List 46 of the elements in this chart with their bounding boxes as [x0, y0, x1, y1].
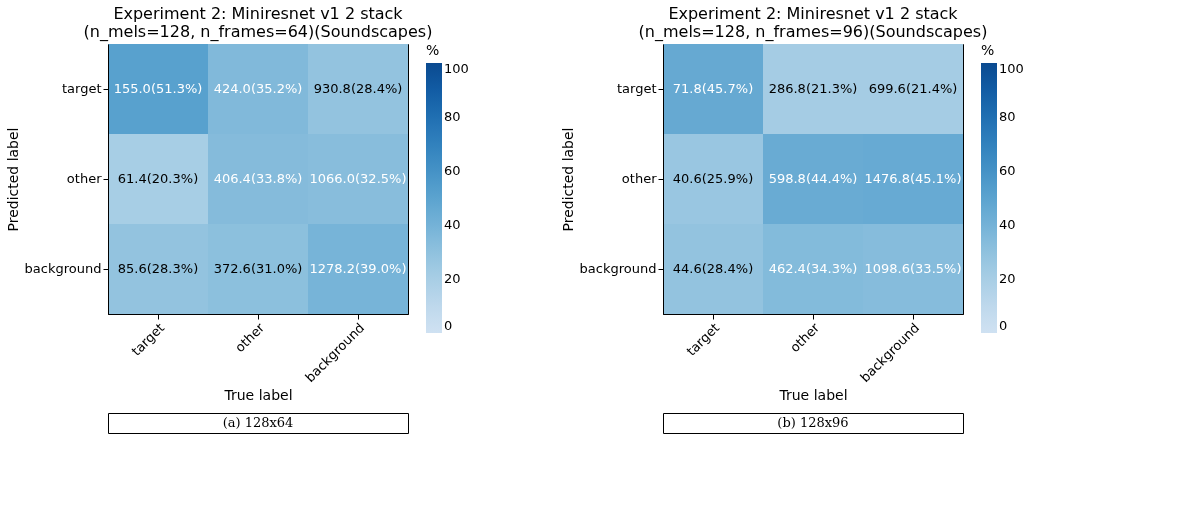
chart-title: Experiment 2: Miniresnet v1 2 stack (n_mels=128, n_frames=96)(Soundscapes)	[638, 4, 988, 42]
chart-title: Experiment 2: Miniresnet v1 2 stack (n_mels=128, n_frames=64)(Soundscapes)	[83, 4, 433, 42]
y-tick-label: target	[61, 81, 102, 96]
color-bar-label: 20	[444, 271, 461, 286]
data-label: 44.6(28.4%)	[672, 261, 754, 276]
color-bar-title: %	[981, 42, 995, 58]
data-label: 71.8(45.7%)	[672, 81, 754, 96]
y-tick-label: background	[579, 261, 657, 276]
data-label: 372.6(31.0%)	[213, 261, 303, 276]
data-label: 1476.8(45.1%)	[864, 171, 962, 186]
data-label: 40.6(25.9%)	[672, 171, 754, 186]
color-bar-label: 0	[999, 318, 1008, 333]
color-bar-label: 100	[999, 61, 1024, 76]
data-label: 155.0(51.3%)	[113, 81, 203, 96]
y-tick-label: target	[616, 81, 657, 96]
data-label: 598.8(44.4%)	[768, 171, 858, 186]
color-bar-label: 60	[999, 163, 1016, 178]
color-bar-label: 60	[444, 163, 461, 178]
data-label: 286.8(21.3%)	[768, 81, 858, 96]
data-label: 1066.0(32.5%)	[309, 171, 407, 186]
data-label: 699.6(21.4%)	[868, 81, 958, 96]
color-bar-label: 80	[444, 109, 461, 124]
color-bar-title: %	[426, 42, 440, 58]
x-axis-title: True label	[223, 387, 293, 404]
data-label: 1098.6(33.5%)	[864, 261, 962, 276]
y-tick-label: background	[24, 261, 102, 276]
data-label: 406.4(33.8%)	[213, 171, 303, 186]
text: (b) 128x96	[777, 415, 849, 430]
text: (a) 128x64	[222, 415, 294, 430]
data-label: 462.4(34.3%)	[768, 261, 858, 276]
color-bar-label: 20	[999, 271, 1016, 286]
data-label: 930.8(28.4%)	[313, 81, 403, 96]
color-bar-label: 40	[444, 217, 461, 232]
color-bar-label: 80	[999, 109, 1016, 124]
y-tick-label: other	[66, 171, 103, 186]
data-label: 1278.2(39.0%)	[309, 261, 407, 276]
data-label: 424.0(35.2%)	[213, 81, 303, 96]
color-bar-label: 0	[444, 318, 453, 333]
color-bar-label: 100	[444, 61, 469, 76]
x-axis-title: True label	[778, 387, 848, 404]
color-bar-label: 40	[999, 217, 1016, 232]
data-label: 85.6(28.3%)	[117, 261, 199, 276]
y-tick-label: other	[621, 171, 658, 186]
data-label: 61.4(20.3%)	[117, 171, 199, 186]
y-axis-title: Predicted label	[559, 127, 576, 232]
y-axis-title: Predicted label	[4, 127, 21, 232]
